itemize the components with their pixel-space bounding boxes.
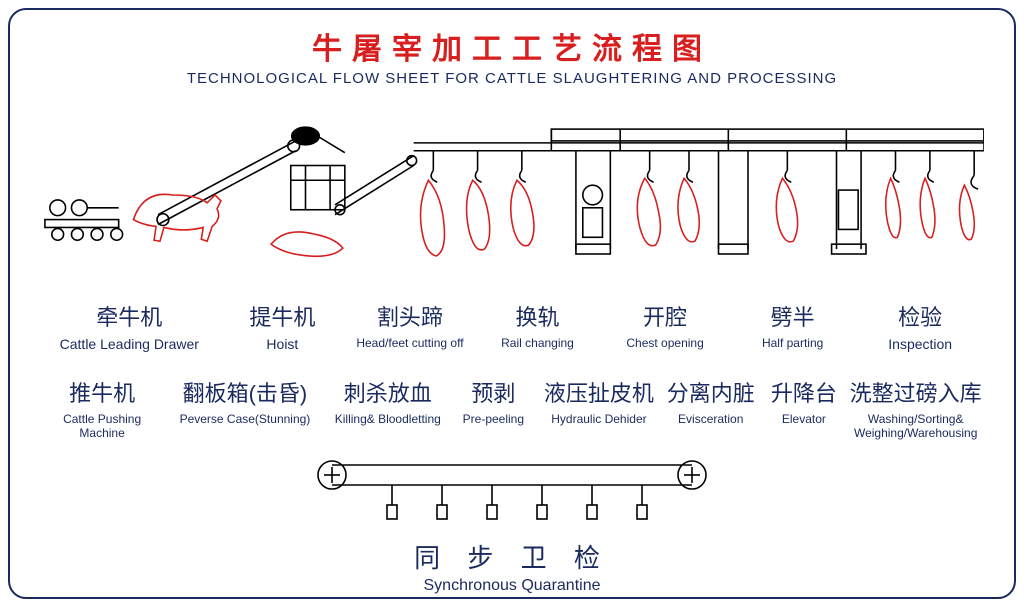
stage-prepeel: 预剥 Pre-peeling	[450, 376, 537, 440]
stage-en: Killing& Bloodletting	[326, 412, 450, 426]
stage-chest-open: 开腔 Chest opening	[601, 300, 729, 352]
diagram-frame: 牛屠宰加工工艺流程图 TECHNOLOGICAL FLOW SHEET FOR …	[8, 8, 1016, 599]
stage-en: Cattle Pushing Machine	[40, 412, 164, 440]
stage-dehider: 液压扯皮机 Hydraulic Dehider	[537, 376, 661, 440]
title-english: TECHNOLOGICAL FLOW SHEET FOR CATTLE SLAU…	[10, 70, 1014, 87]
stage-half-part: 劈半 Half parting	[729, 300, 857, 352]
stage-rail-change: 换轨 Rail changing	[474, 300, 602, 352]
title-chinese: 牛屠宰加工工艺流程图	[10, 24, 1014, 68]
quarantine-section: 同 步 卫 检 Synchronous Quarantine	[10, 450, 1014, 595]
stage-head-feet: 割头蹄 Head/feet cutting off	[346, 300, 474, 352]
stage-cn: 割头蹄	[346, 300, 474, 332]
stage-killing: 刺杀放血 Killing& Bloodletting	[326, 376, 450, 440]
stage-cn: 刺杀放血	[326, 376, 450, 408]
stage-en: Chest opening	[601, 336, 729, 350]
stage-en: Inspection	[856, 336, 984, 352]
stage-cn: 翻板箱(击昏)	[164, 376, 325, 408]
labels-row-2: 推牛机 Cattle Pushing Machine 翻板箱(击昏) Pever…	[40, 376, 984, 440]
stage-inspection: 检验 Inspection	[856, 300, 984, 352]
quarantine-label-en: Synchronous Quarantine	[10, 577, 1014, 595]
stage-cn: 换轨	[474, 300, 602, 332]
stage-en: Peverse Case(Stunning)	[164, 412, 325, 426]
stage-eviscerate: 分离内脏 Evisceration	[661, 376, 760, 440]
stage-en: Hoist	[219, 336, 347, 352]
stage-en: Hydraulic Dehider	[537, 412, 661, 426]
stage-cn: 开腔	[601, 300, 729, 332]
stage-en: Half parting	[729, 336, 857, 350]
stage-en: Evisceration	[661, 412, 760, 426]
quarantine-conveyor-icon	[302, 450, 722, 530]
stage-leading: 牵牛机 Cattle Leading Drawer	[40, 300, 219, 352]
stage-cn: 洗整过磅入库	[847, 376, 984, 408]
stage-labels: 牵牛机 Cattle Leading Drawer 提牛机 Hoist 割头蹄 …	[40, 300, 984, 440]
process-line-illustration	[40, 100, 984, 290]
stage-cn: 检验	[856, 300, 984, 332]
stage-en: Elevator	[760, 412, 847, 426]
stage-cn: 升降台	[760, 376, 847, 408]
stage-stunning: 翻板箱(击昏) Peverse Case(Stunning)	[164, 376, 325, 440]
stage-en: Head/feet cutting off	[346, 336, 474, 350]
stage-pushing: 推牛机 Cattle Pushing Machine	[40, 376, 164, 440]
stage-cn: 劈半	[729, 300, 857, 332]
stage-washing: 洗整过磅入库 Washing/Sorting& Weighing/Warehou…	[847, 376, 984, 440]
stage-cn: 液压扯皮机	[537, 376, 661, 408]
stage-cn: 预剥	[450, 376, 537, 408]
stage-cn: 分离内脏	[661, 376, 760, 408]
quarantine-label-cn: 同 步 卫 检	[10, 538, 1014, 575]
stage-cn: 牵牛机	[40, 300, 219, 332]
stage-elevator: 升降台 Elevator	[760, 376, 847, 440]
stage-en: Pre-peeling	[450, 412, 537, 426]
stage-en: Cattle Leading Drawer	[40, 336, 219, 352]
stage-en: Rail changing	[474, 336, 602, 350]
stage-hoist: 提牛机 Hoist	[219, 300, 347, 352]
stage-en: Washing/Sorting& Weighing/Warehousing	[847, 412, 984, 440]
labels-row-1: 牵牛机 Cattle Leading Drawer 提牛机 Hoist 割头蹄 …	[40, 300, 984, 352]
stage-cn: 提牛机	[219, 300, 347, 332]
stage-cn: 推牛机	[40, 376, 164, 408]
